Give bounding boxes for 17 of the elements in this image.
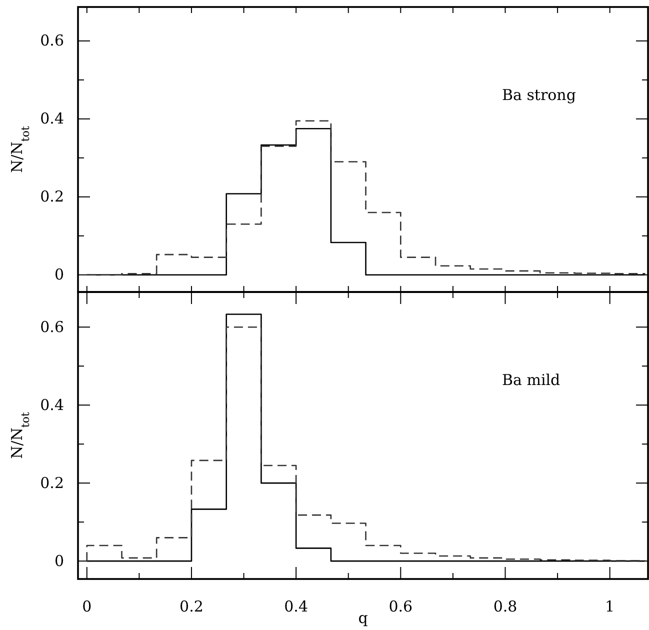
x-tick-label: 0.2 (180, 598, 204, 616)
x-tick-label: 0 (82, 598, 92, 616)
y-tick-label: 0 (54, 266, 64, 284)
x-tick-label: 0.6 (388, 598, 413, 616)
y-tick-label: 0.2 (40, 474, 64, 492)
y-tick-label: 0.2 (40, 188, 64, 206)
x-tick-label: 1 (605, 598, 615, 616)
annotation: Ba strong (502, 86, 576, 104)
y-tick-label: 0.6 (40, 32, 64, 50)
y-tick-label: 0 (54, 552, 64, 570)
x-axis-title: q (358, 609, 368, 627)
annotation: Ba mild (502, 371, 561, 389)
y-tick-label: 0.6 (40, 318, 64, 336)
x-tick-label: 0.4 (284, 598, 308, 616)
y-tick-label: 0.4 (40, 110, 64, 128)
x-tick-label: 0.8 (493, 598, 518, 616)
y-tick-label: 0.4 (40, 396, 64, 414)
